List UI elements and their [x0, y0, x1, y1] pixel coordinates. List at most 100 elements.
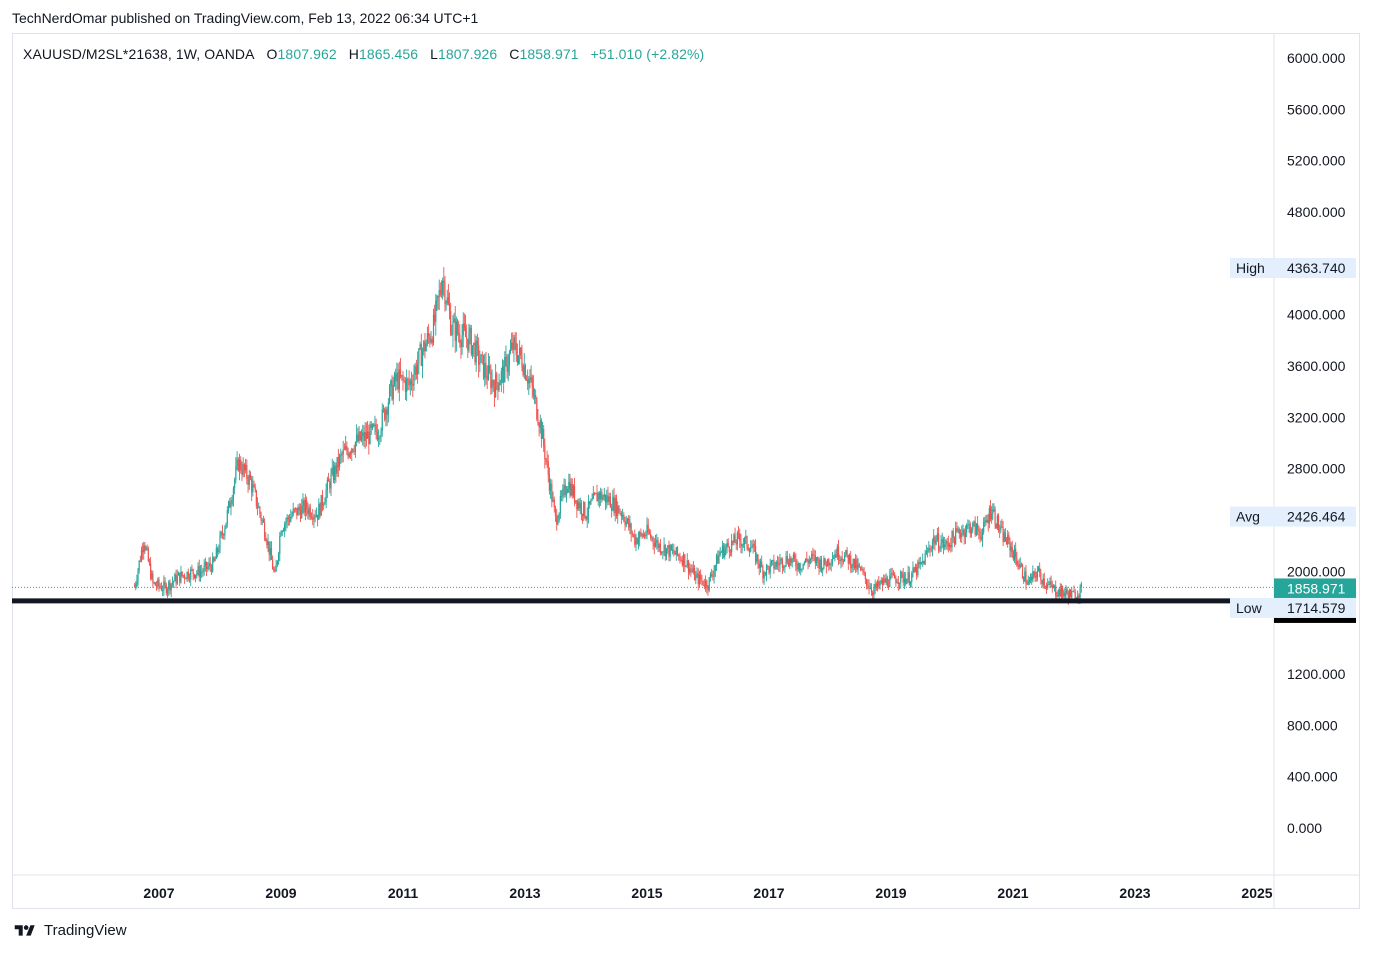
candle-body — [936, 533, 938, 541]
candle-body — [819, 559, 821, 569]
candle — [673, 543, 675, 557]
candle — [721, 540, 724, 559]
candle-body — [259, 507, 261, 514]
candle — [522, 363, 524, 377]
candle — [346, 441, 348, 456]
candle-body — [329, 481, 331, 489]
candle-body — [757, 554, 759, 564]
candle-body — [489, 365, 491, 372]
candle-body — [223, 534, 225, 536]
candle-body — [989, 508, 992, 520]
candle-body — [298, 507, 300, 511]
candle — [758, 559, 760, 576]
candle — [209, 556, 211, 572]
candle-body — [683, 554, 685, 566]
candle-body — [765, 565, 768, 575]
candle — [553, 496, 555, 513]
candle — [540, 418, 542, 448]
candle — [1015, 542, 1017, 565]
candle-body — [600, 491, 602, 500]
candle — [456, 318, 459, 336]
candle — [604, 494, 607, 511]
candle — [875, 581, 877, 591]
candle-body — [720, 551, 722, 553]
candle-body — [809, 558, 812, 560]
candle — [215, 544, 217, 560]
candle — [1024, 567, 1026, 583]
candle-body — [202, 571, 204, 573]
candle — [315, 507, 317, 518]
candle-body — [668, 545, 670, 557]
candle — [747, 544, 749, 552]
candle — [778, 556, 780, 572]
candle — [246, 459, 248, 485]
candle — [501, 359, 504, 384]
candle — [455, 316, 457, 352]
candle — [358, 426, 360, 444]
candle — [769, 558, 771, 579]
candle — [365, 422, 367, 447]
candle-body — [822, 567, 824, 571]
candle — [512, 332, 514, 354]
candle-body — [952, 531, 954, 538]
candle-body — [269, 547, 271, 555]
candle-body — [953, 537, 956, 545]
candle-body — [883, 578, 885, 585]
candle-body — [751, 547, 753, 549]
price-chart[interactable]: 6000.0005600.0005200.0004800.0004000.000… — [12, 33, 1360, 909]
candle — [718, 550, 720, 564]
candle-body — [920, 561, 923, 564]
candle-body — [978, 530, 980, 532]
candle — [187, 568, 189, 582]
candle-body — [438, 290, 440, 297]
candle — [251, 475, 253, 501]
candle-body — [179, 572, 181, 583]
candle-body — [539, 420, 541, 428]
candle-body — [517, 355, 520, 363]
candle — [963, 528, 965, 545]
candle — [1063, 589, 1065, 599]
candle — [452, 315, 454, 348]
candle-body — [349, 453, 352, 455]
candle-body — [301, 505, 303, 519]
candle-body — [732, 540, 734, 543]
candle — [317, 514, 319, 527]
candle-body — [512, 342, 514, 350]
candle — [657, 537, 659, 553]
footer[interactable]: TradingView — [12, 922, 127, 939]
candle-body — [584, 502, 586, 518]
candle — [352, 448, 354, 453]
candle — [674, 550, 676, 555]
candle — [302, 493, 304, 514]
candle-body — [873, 589, 875, 596]
candle — [863, 567, 865, 576]
open-value: 1807.962 — [277, 46, 337, 62]
candle-body — [146, 547, 148, 549]
candle — [628, 515, 630, 531]
candle — [1008, 531, 1010, 545]
candle-body — [431, 339, 433, 344]
candle-body — [216, 548, 219, 553]
candle — [162, 585, 164, 597]
candle — [891, 567, 893, 579]
candle — [1050, 575, 1052, 588]
candle — [478, 337, 480, 378]
candle-body — [327, 479, 330, 482]
candle — [1003, 529, 1005, 543]
candle-body — [881, 579, 884, 585]
candle-body — [1001, 526, 1003, 528]
candle-body — [679, 556, 681, 560]
candle-body — [428, 333, 430, 337]
candle — [140, 546, 143, 563]
candle-body — [359, 431, 361, 441]
candle-body — [795, 559, 797, 567]
candle-body — [792, 554, 794, 559]
candle — [999, 524, 1001, 539]
candle — [908, 566, 910, 586]
candle — [697, 568, 699, 591]
candle — [439, 282, 441, 297]
candle — [630, 522, 632, 542]
candle-body — [287, 517, 289, 520]
candle — [602, 494, 604, 501]
candle — [906, 578, 908, 585]
